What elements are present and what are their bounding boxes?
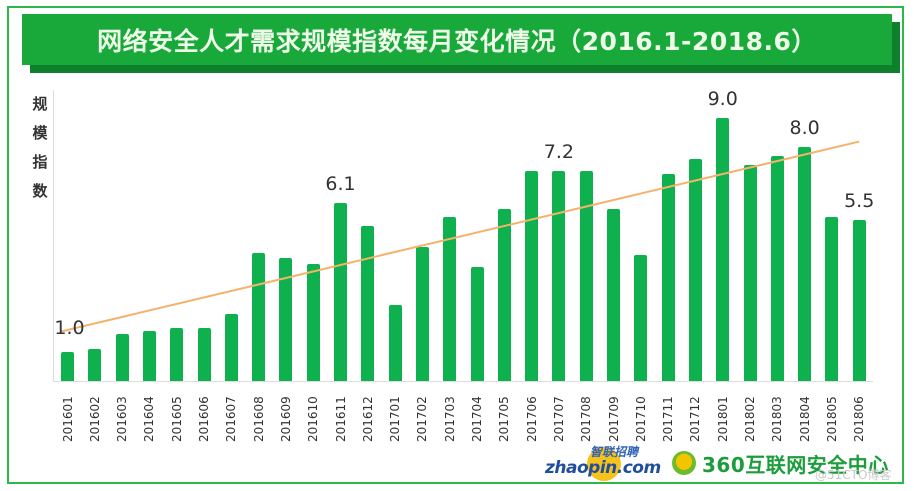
zhaopin-logo-circle	[587, 447, 621, 481]
bar-201612	[361, 226, 375, 381]
bar-201708	[579, 170, 593, 381]
bar-201603	[115, 334, 129, 381]
data-label-201707: 7.2	[543, 140, 574, 163]
data-label-201801: 9.0	[707, 88, 738, 111]
y-axis	[53, 90, 54, 381]
bar-201604	[142, 331, 156, 381]
y-label-char: 规	[32, 95, 48, 113]
bar-201703	[443, 217, 457, 381]
bar-201602	[88, 348, 102, 381]
data-label-201601: 1.0	[54, 317, 85, 340]
bar-201709	[607, 208, 620, 381]
bar-201607	[224, 313, 238, 381]
chart-title: 网络安全人才需求规模指数每月变化情况（2016.1-2018.6）	[97, 26, 817, 56]
bar-201605	[170, 328, 184, 381]
zhaopin-logo-en: zhaopin.com	[545, 458, 661, 478]
data-label-201804: 8.0	[789, 117, 820, 140]
y-label-char: 模	[32, 124, 48, 142]
bar-201610	[306, 264, 320, 381]
bar-201705	[497, 208, 511, 381]
x-axis	[53, 381, 873, 382]
zhaopin-logo: 智联招聘 zhaopin.com	[545, 443, 661, 483]
y-axis-label: 规 模 指 数	[30, 90, 50, 206]
360-security-center-logo: 360互联网安全中心	[672, 448, 889, 478]
bar-201803	[770, 156, 784, 381]
title-banner: 网络安全人才需求规模指数每月变化情况（2016.1-2018.6）	[22, 14, 892, 65]
bar-201707	[552, 170, 566, 381]
bar-201806	[852, 220, 866, 381]
bar-201711	[661, 173, 675, 381]
bar-201701	[388, 305, 402, 381]
360-logo-text: 360互联网安全中心	[702, 452, 889, 477]
bar-201706	[525, 170, 539, 381]
y-label-char: 数	[32, 182, 48, 200]
bar-201702	[415, 246, 429, 381]
bar-201609	[279, 258, 293, 381]
bar-201712	[688, 159, 702, 381]
data-label-201611: 6.1	[325, 172, 356, 195]
bar-201601	[61, 351, 74, 381]
bar-201704	[470, 267, 484, 381]
y-label-char: 指	[32, 153, 48, 171]
bar-201710	[634, 255, 648, 381]
watermark: @51CTO博客	[815, 468, 892, 482]
zhaopin-logo-cn: 智联招聘	[590, 445, 639, 459]
bar-201805	[825, 217, 839, 381]
bar-201802	[743, 164, 757, 381]
bar-201801	[716, 118, 730, 381]
360-shield-icon	[672, 451, 696, 475]
bar-201611	[334, 202, 347, 381]
bar-201804	[798, 147, 812, 381]
bar-201606	[197, 328, 211, 381]
chart-frame	[7, 6, 904, 484]
data-label-201806: 5.5	[844, 190, 875, 213]
